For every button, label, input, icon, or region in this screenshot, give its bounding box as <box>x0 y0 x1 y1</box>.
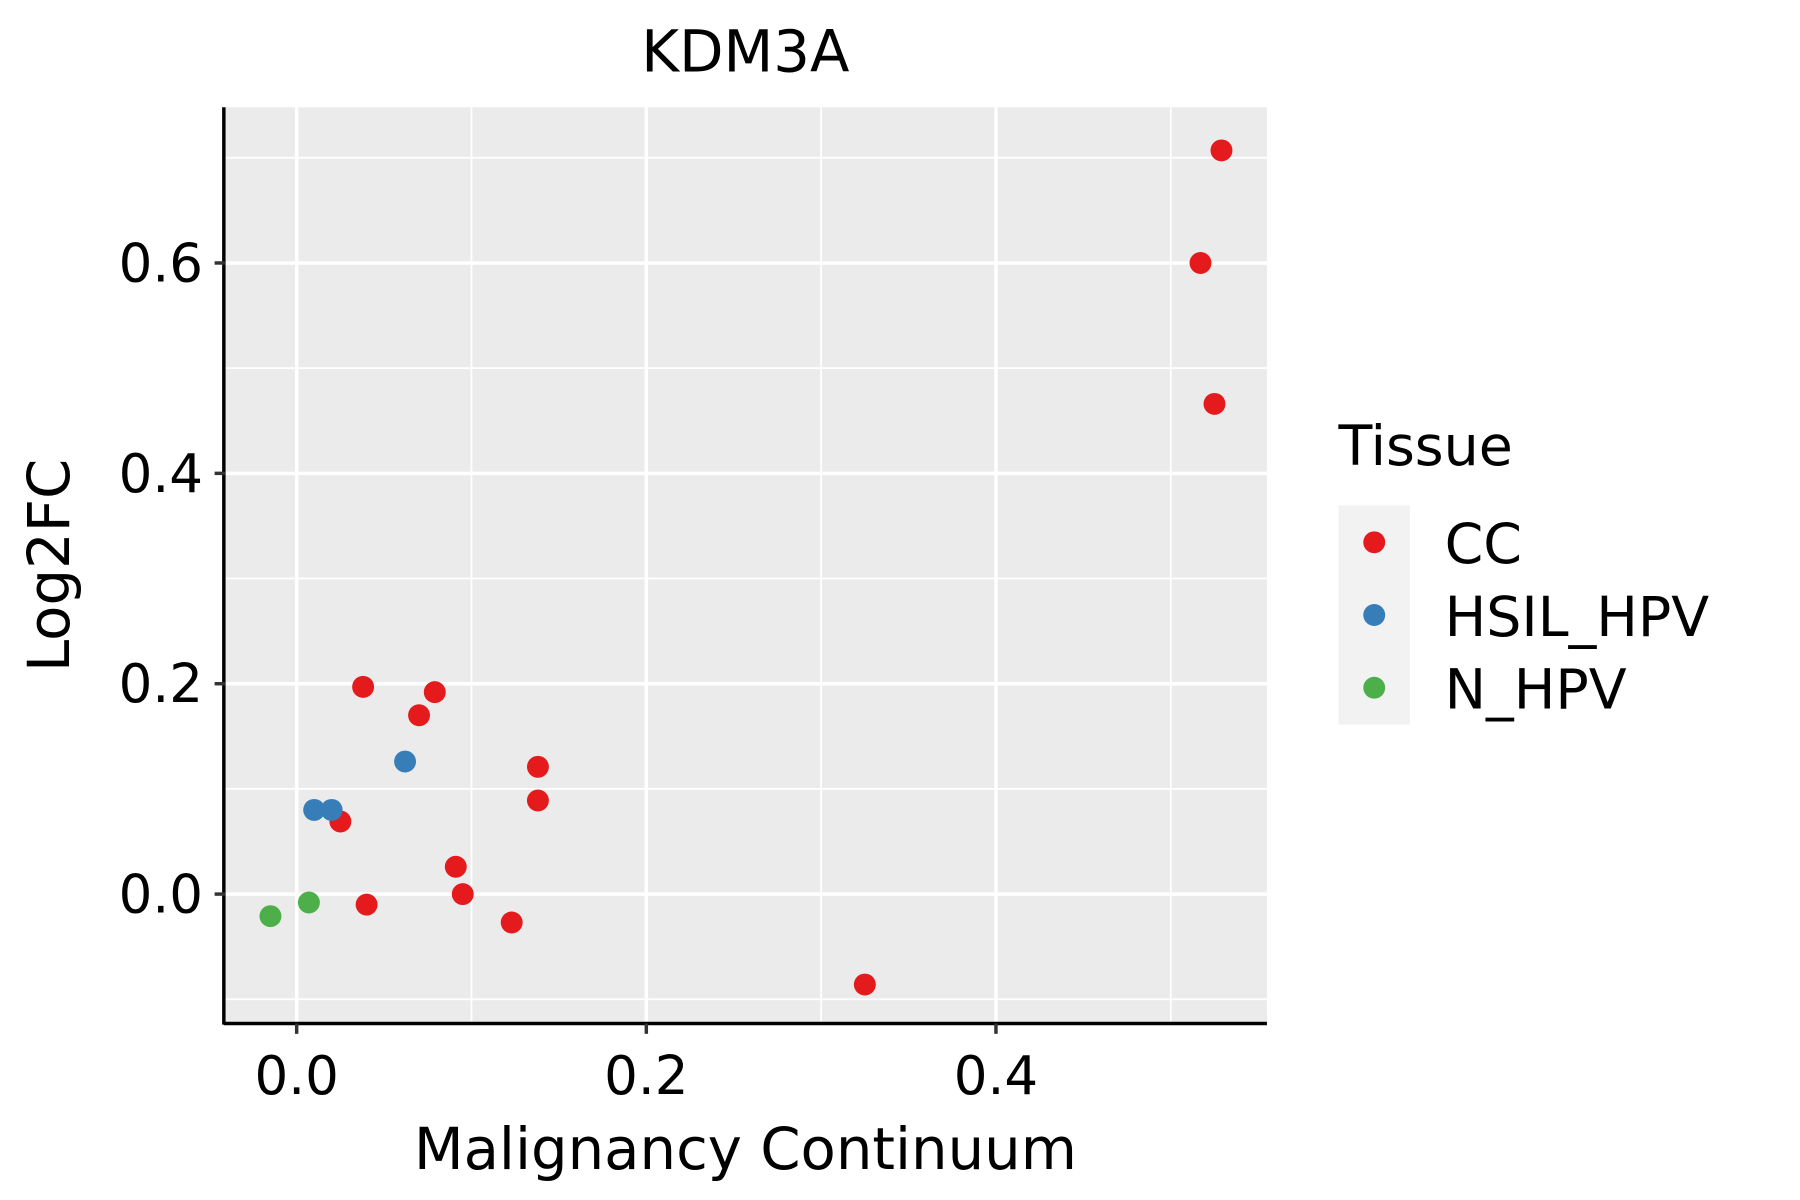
x-tick-label: 0.2 <box>604 1045 688 1107</box>
y-tick-label: 0.2 <box>119 653 203 715</box>
data-points <box>259 139 1233 996</box>
x-tick-label: 0.4 <box>954 1045 1038 1107</box>
y-axis-label: Log2FC <box>15 459 83 672</box>
legend-label: CC <box>1445 513 1522 577</box>
data-point-cc <box>500 911 523 934</box>
x-axis-label: Malignancy Continuum <box>414 1115 1077 1183</box>
data-point-cc <box>408 704 431 727</box>
data-point-n-hpv <box>259 905 282 928</box>
x-tick-label: 0.0 <box>254 1045 338 1107</box>
data-point-cc <box>526 755 549 778</box>
data-point-cc <box>853 973 876 996</box>
legend-key-cc <box>1363 531 1386 554</box>
data-point-cc <box>352 675 375 698</box>
y-tick-label: 0.0 <box>119 864 203 926</box>
grid-lines <box>224 107 1267 1024</box>
y-tick-label: 0.6 <box>119 232 203 294</box>
legend: Tissue CC HSIL_HPV N_HPV <box>1337 415 1709 725</box>
legend-key-n-hpv <box>1363 676 1386 699</box>
data-point-hsil-hpv <box>303 798 326 821</box>
chart-title: KDM3A <box>641 18 849 86</box>
data-point-cc <box>451 883 474 906</box>
data-point-cc <box>1210 139 1233 162</box>
legend-key-hsil-hpv <box>1363 604 1386 626</box>
plot-panel <box>225 107 1267 1024</box>
data-point-hsil-hpv <box>394 750 417 773</box>
data-point-cc <box>423 681 446 704</box>
data-point-cc <box>1203 392 1226 415</box>
data-point-cc <box>355 893 378 916</box>
data-point-cc <box>444 855 467 878</box>
legend-label: HSIL_HPV <box>1445 586 1710 650</box>
legend-label: N_HPV <box>1445 658 1627 722</box>
data-point-n-hpv <box>297 891 320 914</box>
data-point-hsil-hpv <box>320 798 343 821</box>
y-tick-label: 0.4 <box>119 443 203 505</box>
axis-ticks: 0.0 0.2 0.4 0.0 0.2 0.4 0.6 <box>119 232 1038 1106</box>
data-point-cc <box>526 789 549 812</box>
legend-title: Tissue <box>1337 415 1512 479</box>
data-point-cc <box>1189 252 1212 274</box>
